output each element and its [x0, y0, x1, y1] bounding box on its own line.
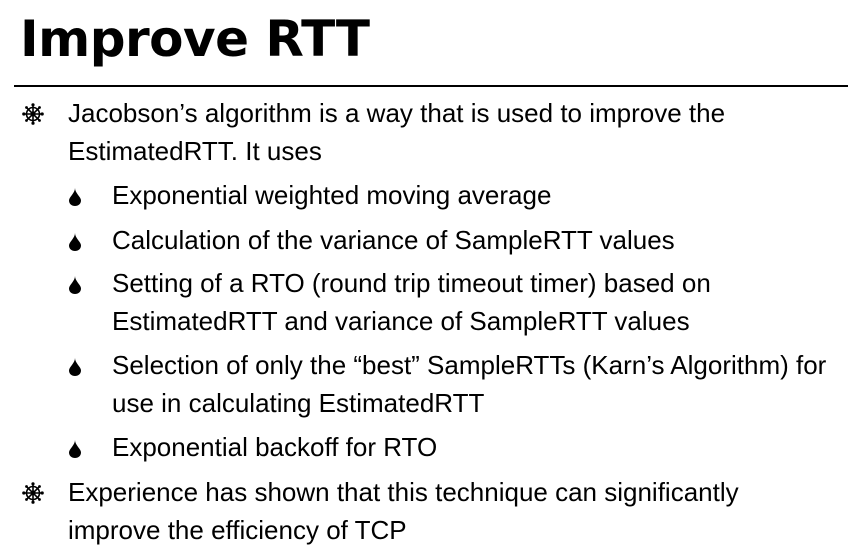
title-divider [14, 85, 848, 87]
bullet-text: Calculation of the variance of SampleRTT… [112, 225, 675, 255]
drop-icon [69, 440, 81, 458]
drop-icon [69, 188, 81, 206]
bullet-text: Setting of a RTO (round trip timeout tim… [112, 268, 711, 336]
drop-icon [69, 276, 81, 294]
sub-bullet-rto: Setting of a RTO (round trip timeout tim… [68, 264, 838, 340]
bullet-experience: Experience has shown that this technique… [22, 473, 832, 549]
bullet-text: Jacobson’s algorithm is a way that is us… [68, 98, 726, 166]
bullet-text: Selection of only the “best” SampleRTTs … [112, 350, 827, 418]
sub-bullet-ewma: Exponential weighted moving average [68, 176, 838, 214]
slide-title: Improve RTT [20, 10, 370, 68]
drop-icon [69, 233, 81, 251]
sub-bullet-variance: Calculation of the variance of SampleRTT… [68, 221, 838, 259]
bullet-text: Exponential backoff for RTO [112, 432, 438, 462]
drop-icon [69, 358, 81, 376]
bullet-text: Exponential weighted moving average [112, 180, 552, 210]
wheel-icon [22, 103, 44, 125]
wheel-icon [22, 482, 44, 504]
bullet-jacobson: Jacobson’s algorithm is a way that is us… [22, 94, 832, 170]
bullet-text: Experience has shown that this technique… [68, 477, 739, 545]
sub-bullet-karn: Selection of only the “best” SampleRTTs … [68, 346, 838, 422]
sub-bullet-backoff: Exponential backoff for RTO [68, 428, 838, 466]
